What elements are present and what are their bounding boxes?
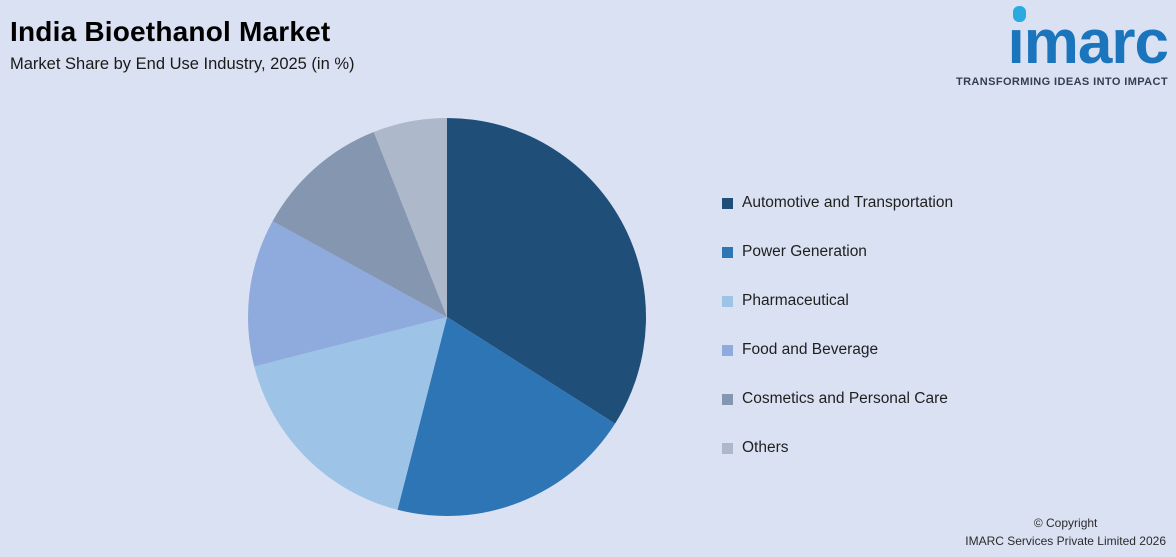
pie-chart	[247, 118, 646, 517]
legend: Automotive and Transportation Power Gener…	[722, 192, 953, 459]
legend-swatch-icon	[722, 442, 733, 454]
pie-slice-6	[373, 118, 447, 317]
imarc-logo: ımarc TRANSFORMING IDEAS INTO IMPACT	[955, 6, 1169, 88]
legend-item: Food and Beverage	[722, 339, 953, 361]
legend-label: Cosmetics and Personal Care	[742, 390, 948, 407]
legend-swatch-icon	[722, 246, 733, 258]
legend-item: Power Generation	[722, 241, 953, 263]
copyright: © Copyright IMARC Services Private Limit…	[965, 514, 1166, 551]
legend-label: Automotive and Transportation	[742, 194, 954, 211]
pie-slice-5	[272, 131, 447, 317]
legend-swatch-icon	[722, 393, 733, 405]
legend-item: Cosmetics and Personal Care	[722, 388, 953, 410]
header: India Bioethanol Market Market Share by …	[10, 16, 355, 74]
pie-slice-4	[247, 221, 447, 367]
legend-swatch-icon	[722, 197, 733, 209]
legend-label: Power Generation	[742, 243, 867, 260]
legend-swatch-icon	[722, 295, 733, 307]
logo-tagline: TRANSFORMING IDEAS INTO IMPACT	[955, 76, 1168, 88]
legend-label: Food and Beverage	[742, 341, 879, 358]
legend-label: Pharmaceutical	[742, 292, 849, 309]
legend-item: Pharmaceutical	[722, 290, 953, 312]
chart-subtitle: Market Share by End Use Industry, 2025 (…	[10, 55, 355, 73]
logo-wordmark: ımarc	[1007, 6, 1169, 77]
copyright-line1: © Copyright	[1033, 515, 1098, 530]
pie-slice-1	[447, 118, 646, 424]
copyright-line2: IMARC Services Private Limited 2026	[965, 534, 1166, 549]
legend-item: Automotive and Transportation	[722, 192, 953, 214]
page-title: India Bioethanol Market	[10, 16, 331, 47]
legend-item: Others	[722, 437, 953, 459]
legend-swatch-icon	[722, 344, 733, 356]
logo-dot-icon	[1012, 6, 1026, 22]
pie-slice-2	[397, 317, 616, 517]
logo-text: ımarc	[1007, 8, 1169, 77]
legend-label: Others	[742, 439, 789, 456]
pie-slice-3	[254, 317, 447, 510]
